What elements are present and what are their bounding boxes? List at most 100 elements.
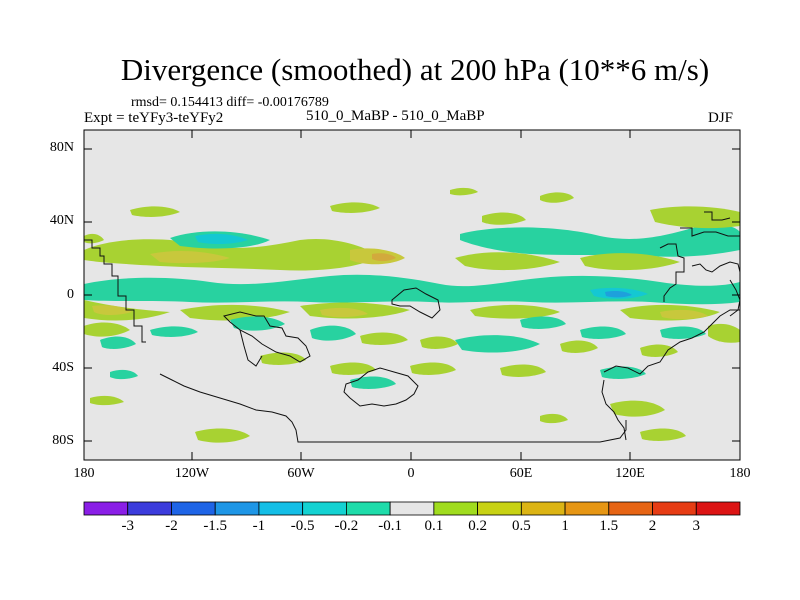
x-tick-label: 180	[729, 466, 751, 481]
divergence-patch	[450, 187, 478, 196]
divergence-patch	[90, 395, 124, 406]
divergence-patch	[500, 364, 546, 377]
divergence-patch	[360, 332, 408, 345]
convergence-patch	[600, 366, 646, 379]
divergence-patch	[610, 400, 665, 417]
colorbar-box	[477, 501, 522, 516]
divergence-patch	[130, 206, 180, 217]
colorbar-box	[345, 501, 391, 516]
divergence-patch	[330, 362, 376, 375]
rmsd-diff-stats: rmsd= 0.154413 diff= -0.00176789	[131, 95, 329, 110]
convergence-patch	[310, 325, 356, 341]
colorbar-label: -0.1	[378, 518, 402, 534]
colorbar-label: 2	[648, 518, 657, 534]
colorbar-label: 1	[561, 518, 569, 534]
y-tick-label: 80N	[49, 140, 74, 155]
convergence-patch	[350, 376, 396, 389]
colorbar-box	[83, 501, 129, 516]
colorbar-box	[302, 501, 347, 516]
divergence-patch	[650, 206, 740, 229]
convergence-patch	[100, 336, 136, 349]
colorbar-label: 0.2	[468, 518, 487, 534]
runs-label: 510_0_MaBP - 510_0_MaBP	[306, 108, 485, 124]
x-tick-label: 0	[407, 466, 415, 481]
season-label: DJF	[708, 110, 734, 126]
divergence-patch	[540, 413, 568, 424]
colorbar-label: -2	[165, 518, 178, 534]
coastline-maritime-continent	[691, 261, 741, 273]
x-tick-label: 120E	[615, 466, 645, 481]
colorbar	[83, 501, 741, 516]
coastline-africa-south	[343, 367, 419, 407]
divergence-patch	[84, 233, 104, 244]
axis-ticks	[84, 130, 740, 460]
colorbar-label: -3	[121, 518, 134, 534]
divergence-patch	[482, 212, 526, 225]
colorbar-box	[214, 501, 260, 516]
chart-title: Divergence (smoothed) at 200 hPa (10**6 …	[120, 52, 710, 87]
coastlines	[84, 211, 741, 443]
x-tick-label: 60W	[287, 466, 315, 481]
colorbar-box	[652, 501, 697, 516]
colorbar-label: 1.5	[599, 518, 619, 534]
colorbar-label: 3	[692, 518, 701, 534]
convergence-patch	[605, 291, 632, 298]
colorbar-label: -1.5	[203, 518, 228, 534]
colorbar-box	[171, 501, 216, 516]
x-tick-label: 180	[73, 466, 95, 481]
convergence-patch	[580, 326, 626, 339]
divergence-patch	[580, 253, 680, 271]
colorbar-box	[258, 501, 304, 516]
coastline-asia-coast	[680, 227, 740, 237]
colorbar-label: -0.5	[290, 518, 315, 534]
colorbar-label: -1	[252, 518, 266, 534]
coastline-africa	[391, 287, 441, 319]
divergence-patch	[180, 304, 290, 321]
colorbar-box	[389, 501, 435, 516]
divergence-patch	[330, 202, 380, 213]
convergence-patch	[150, 326, 198, 337]
coastline-japan	[704, 211, 731, 221]
coastline-australia-south	[601, 379, 627, 441]
divergence-patch	[640, 428, 686, 441]
colorbar-label: 0.1	[424, 518, 444, 534]
colorbar-box	[127, 501, 172, 516]
divergence-patch	[660, 309, 708, 320]
divergence-patch	[372, 253, 396, 262]
coastline-asia-east	[659, 243, 685, 302]
coastline-north-america	[84, 239, 146, 343]
y-tick-label: 80S	[52, 433, 74, 448]
x-tick-label: 60E	[509, 466, 533, 481]
colorbar-box	[433, 501, 479, 516]
divergence-patch	[320, 307, 368, 318]
colorbar-box	[520, 501, 566, 516]
colorbar-box	[608, 501, 653, 516]
divergence-patch	[84, 238, 380, 271]
convergence-patch	[110, 369, 138, 380]
divergence-patch	[150, 251, 230, 264]
divergence-patch	[92, 305, 132, 315]
convergence-patch	[460, 224, 740, 257]
convergence-patch	[230, 316, 285, 331]
coastline-antarctica	[159, 373, 627, 443]
colorbar-box	[564, 501, 610, 516]
divergence-patch	[640, 344, 678, 357]
divergence-patch	[560, 340, 598, 353]
y-tick-label: 40N	[49, 213, 74, 228]
coastline-south-america-tip	[239, 329, 263, 367]
divergence-patch	[470, 304, 560, 319]
y-tick-label: 0	[67, 287, 74, 302]
divergence-patch	[195, 428, 250, 443]
divergence-patch	[708, 323, 740, 343]
contour-fields	[84, 187, 740, 443]
convergence-patch	[195, 233, 248, 245]
divergence-patch	[84, 322, 130, 337]
divergence-patch	[540, 192, 574, 203]
convergence-patch	[455, 335, 540, 353]
convergence-patch	[84, 274, 740, 305]
divergence-patch	[260, 352, 306, 365]
coastline-australia	[603, 309, 740, 375]
coastline-south-america	[223, 311, 311, 363]
colorbar-label: -0.2	[334, 518, 359, 534]
